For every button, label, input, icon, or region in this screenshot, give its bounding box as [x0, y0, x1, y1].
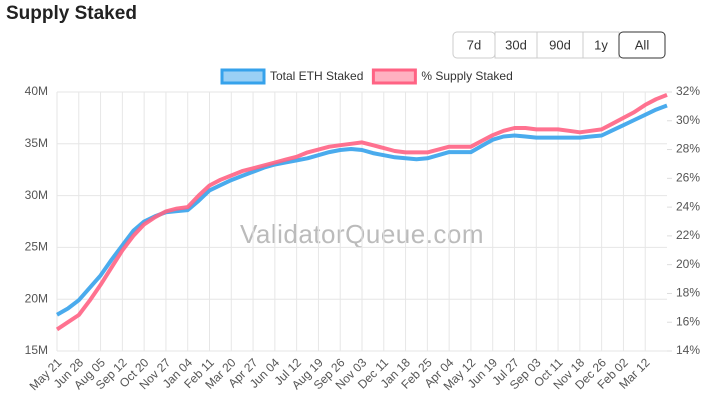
y2-tick-label: 14%	[676, 343, 700, 357]
series-line	[55, 93, 668, 332]
y-tick-label: 15M	[25, 343, 48, 357]
range-button-label[interactable]: 7d	[467, 37, 481, 52]
range-button-label[interactable]: All	[635, 37, 650, 52]
legend-swatch	[220, 68, 266, 85]
chart-title: Supply Staked	[6, 3, 137, 24]
legend-label: Total ETH Staked	[270, 69, 363, 83]
range-button[interactable]	[618, 31, 666, 59]
y2-tick-label: 30%	[676, 113, 700, 127]
y2-tick-label: 18%	[676, 286, 700, 300]
y-tick-label: 20M	[25, 291, 48, 305]
y-tick-label: 25M	[25, 240, 48, 254]
range-button[interactable]	[494, 31, 538, 59]
range-button[interactable]	[536, 31, 584, 59]
range-button-label[interactable]: 1y	[594, 37, 608, 52]
y2-tick-label: 32%	[676, 84, 700, 98]
y2-tick-label: 24%	[676, 199, 700, 213]
y-tick-label: 30M	[25, 188, 48, 202]
range-button-label[interactable]: 30d	[505, 37, 527, 52]
range-button-label[interactable]: 90d	[549, 37, 571, 52]
y2-tick-label: 16%	[676, 314, 700, 328]
legend-label: % Supply Staked	[421, 69, 512, 83]
y2-tick-label: 20%	[676, 257, 700, 271]
y2-tick-label: 26%	[676, 171, 700, 185]
y2-tick-label: 28%	[676, 142, 700, 156]
y-tick-label: 40M	[25, 84, 48, 98]
y-tick-label: 35M	[25, 136, 48, 150]
range-buttons: 7d 30d 90d 1y All	[452, 31, 666, 59]
legend-swatch	[371, 68, 417, 85]
y2-tick-label: 22%	[676, 228, 700, 242]
range-button[interactable]	[582, 31, 620, 59]
